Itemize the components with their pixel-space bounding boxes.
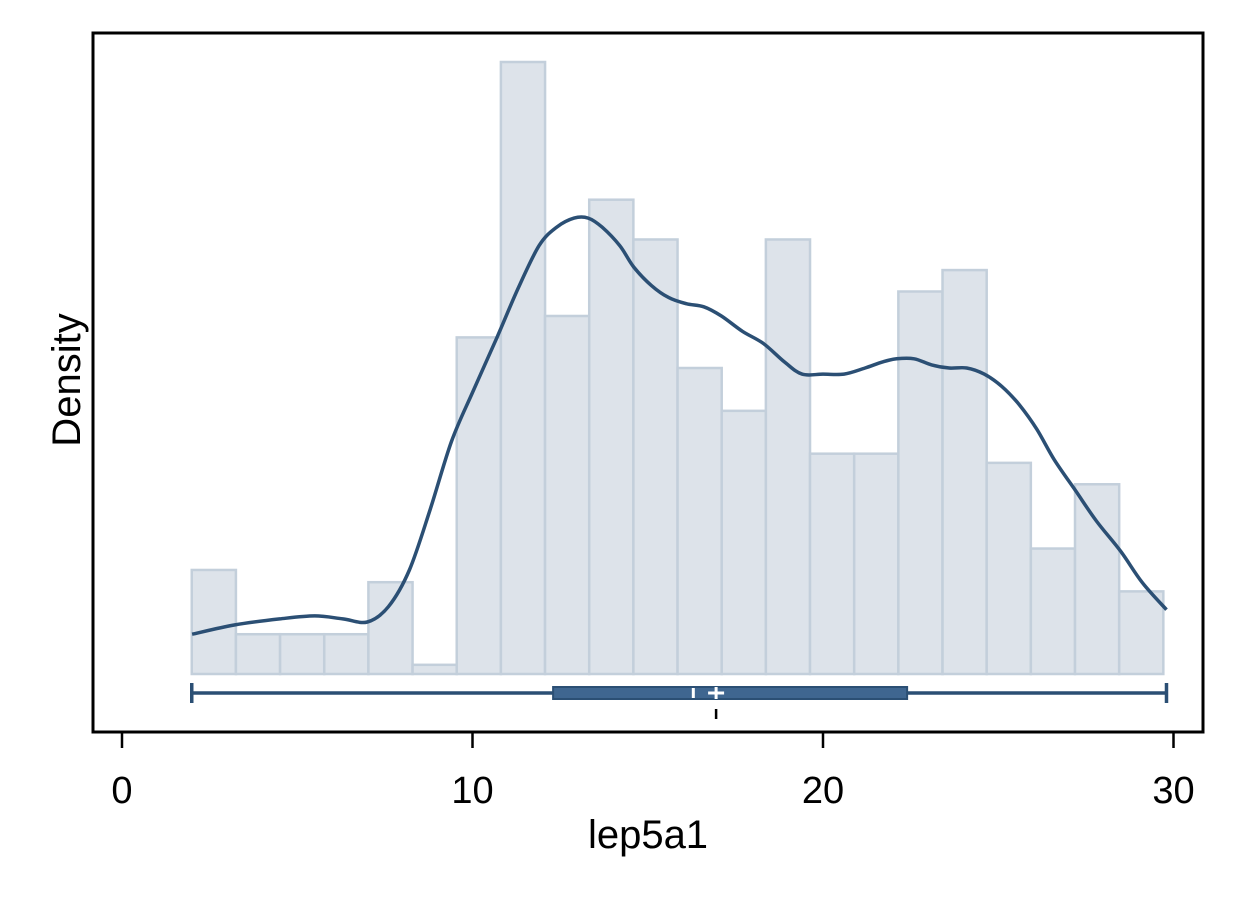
boxplot-iqr-box [552,686,909,700]
histogram-bar [632,238,679,676]
histogram-bars [190,60,1165,676]
histogram-bar [852,452,900,676]
histogram-bar [1117,590,1165,676]
histogram-bar [278,632,326,676]
histogram-bar [411,663,458,676]
histogram-bar [234,632,282,676]
histogram-bar [367,580,414,676]
histogram-bar [897,290,944,676]
plot-frame [91,31,1205,734]
histogram-bar [322,632,370,676]
histogram-bar [941,268,988,676]
histogram-bar [1073,483,1121,676]
x-tick-label: 30 [1152,770,1194,812]
histogram-bar [764,238,812,676]
histogram-bar [587,198,635,676]
histogram-bar [1029,547,1077,676]
x-axis: 0 10 20 30 [111,732,1195,812]
x-axis-title: lep5a1 [588,813,708,857]
histogram-bar [676,366,723,676]
histogram-bar [455,336,503,676]
histogram-bar [190,568,238,676]
histogram-bar [499,60,547,676]
x-tick-label: 10 [451,770,493,812]
x-tick-label: 0 [111,770,132,812]
histogram-bar [985,461,1033,676]
y-axis-title: Density [45,313,89,446]
histogram-bar [808,452,856,676]
density-curve [191,215,1168,636]
boxplot [189,683,1169,719]
histogram-bar [543,314,591,676]
x-tick-label: 20 [802,770,844,812]
histogram-bar [720,409,768,676]
